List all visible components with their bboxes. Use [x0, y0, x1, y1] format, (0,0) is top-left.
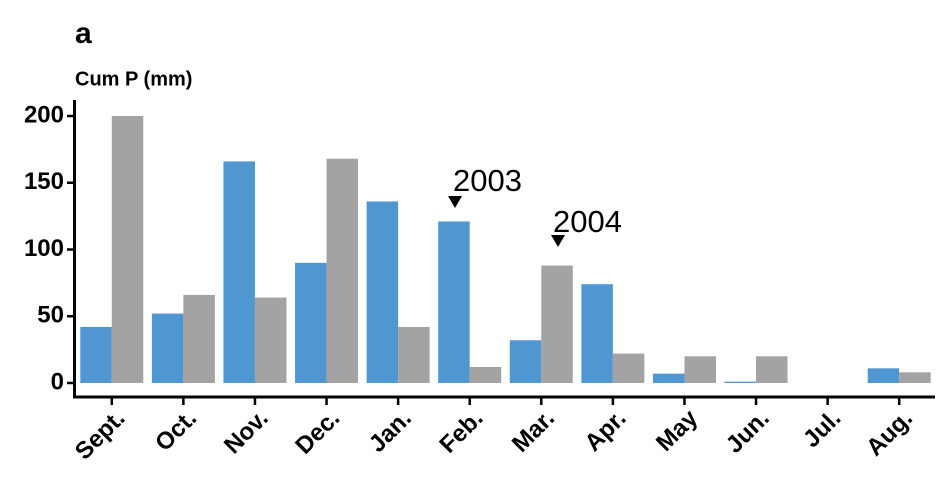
bar: [581, 284, 613, 383]
bar: [509, 340, 542, 383]
bar: [652, 373, 685, 383]
bar: [295, 262, 327, 383]
y-tick-label: 100: [24, 235, 64, 262]
bar: [899, 372, 931, 383]
x-tick-label: May: [651, 404, 704, 457]
bar: [541, 265, 573, 383]
bar: [724, 381, 757, 383]
y-tick-label: 50: [37, 302, 64, 329]
bar: [438, 221, 470, 383]
bar: [80, 326, 112, 383]
x-tick-label: Dec.: [290, 405, 345, 460]
bar: [254, 297, 287, 383]
bar: [223, 161, 255, 383]
x-tick-label: Jan.: [364, 405, 417, 458]
bar: [398, 326, 430, 383]
bar: [366, 201, 399, 383]
bar: [867, 368, 900, 383]
x-tick-label: Mar.: [507, 405, 560, 458]
x-tick-label: Jul.: [798, 405, 846, 453]
bar: [756, 356, 788, 383]
x-tick-label: Aug.: [861, 405, 918, 462]
annotation-arrow: [551, 235, 565, 247]
y-tick-label: 0: [51, 368, 64, 395]
bar: [612, 353, 645, 383]
annotation: 2004: [553, 204, 622, 239]
bar: [183, 294, 215, 383]
x-tick-label: Oct.: [150, 405, 202, 457]
x-tick-label: Feb.: [434, 405, 488, 459]
bar: [111, 116, 144, 383]
y-tick-label: 200: [24, 101, 64, 128]
x-tick-label: Apr.: [579, 405, 631, 457]
annotation: 2003: [453, 163, 522, 198]
bar: [684, 356, 716, 383]
x-tick-label: Jun.: [721, 405, 775, 459]
bar: [326, 158, 359, 383]
chart-title: a: [75, 17, 92, 50]
y-tick-label: 150: [24, 168, 64, 195]
x-tick-label: Sept.: [70, 405, 131, 466]
y-axis-label: Cum P (mm): [75, 68, 192, 90]
bar: [151, 313, 184, 383]
annotation-arrow: [448, 196, 462, 208]
bar: [469, 366, 502, 383]
x-tick-label: Nov.: [219, 405, 274, 460]
